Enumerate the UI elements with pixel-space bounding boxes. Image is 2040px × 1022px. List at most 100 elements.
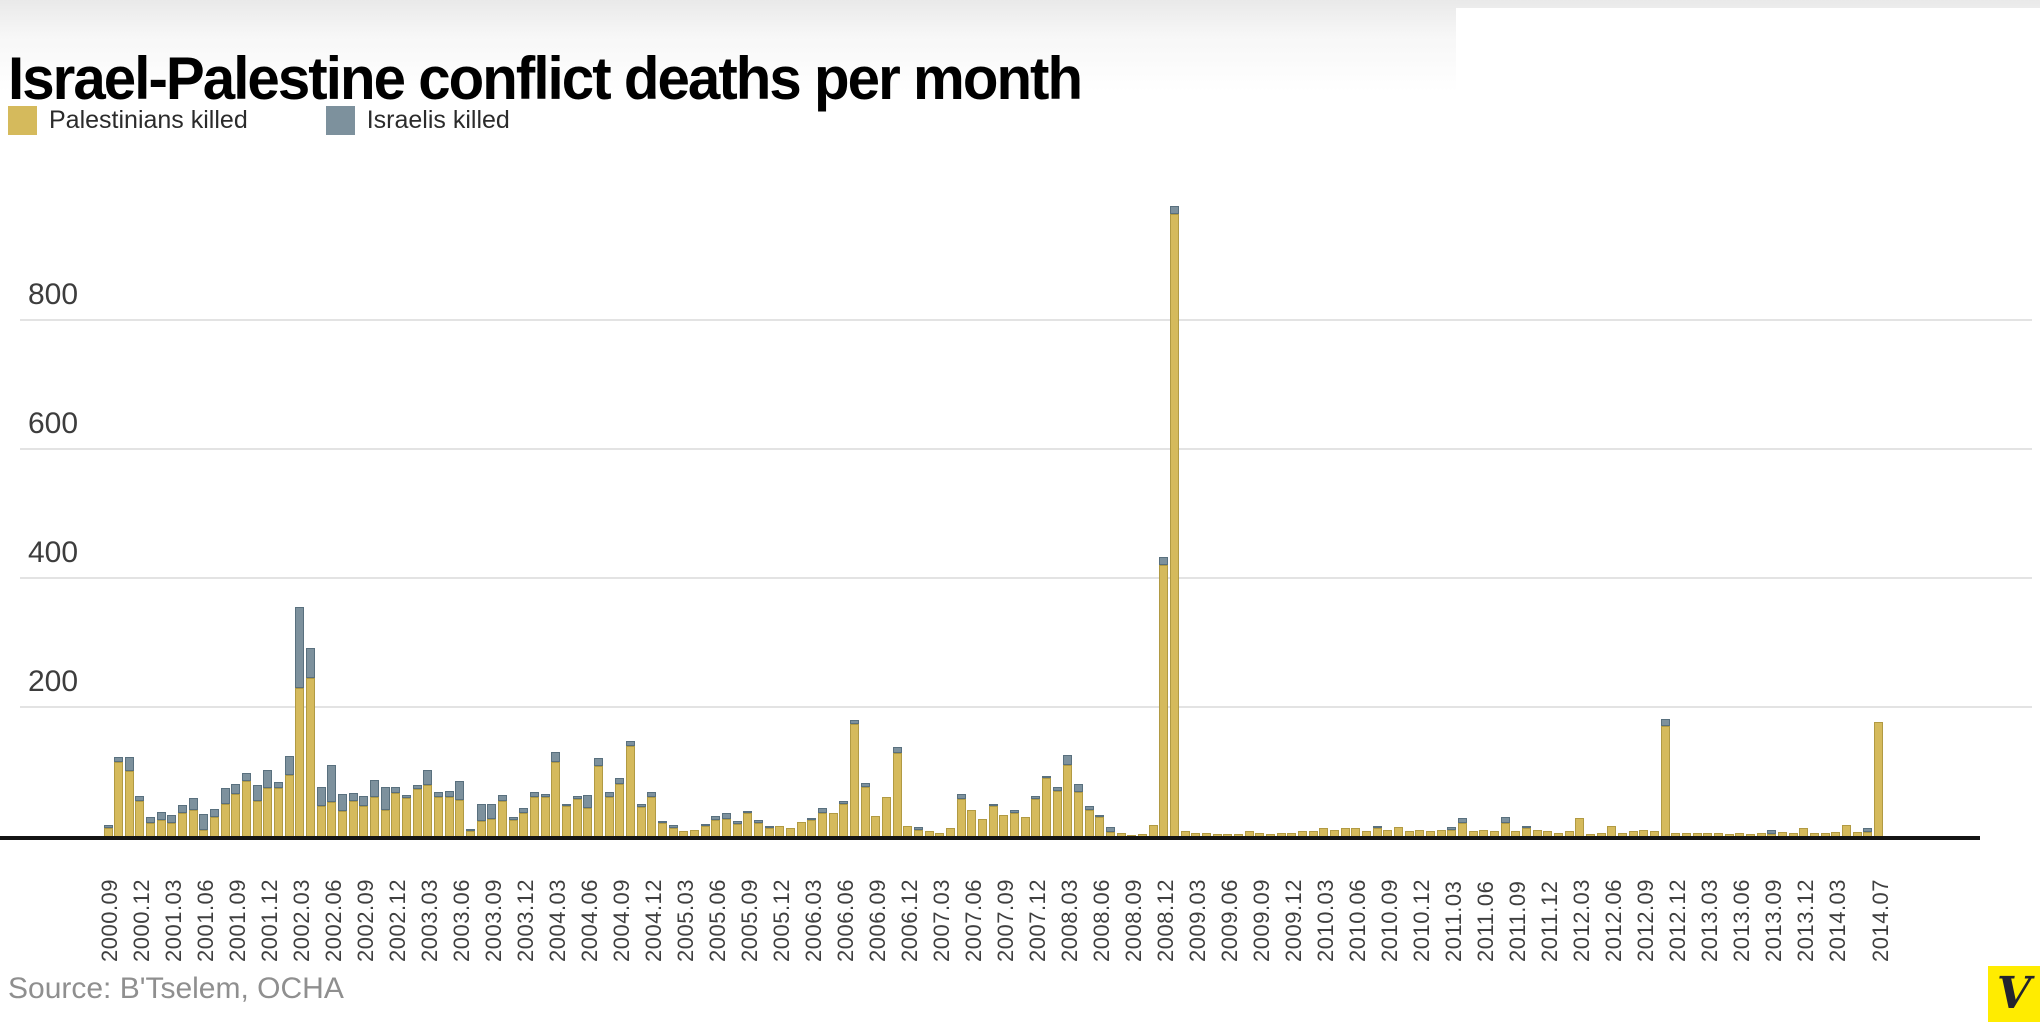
israelis-segment (1767, 830, 1777, 834)
palestinians-segment (1138, 834, 1148, 836)
bar-group-2001.11 (252, 785, 262, 836)
israelis-segment (1447, 827, 1457, 830)
palestinians-segment (466, 831, 476, 836)
israelis-segment (242, 773, 252, 781)
israelis-segment (434, 792, 444, 797)
x-axis-label-2007.12: 2007.12 (1024, 878, 1050, 962)
bar-group-2001.09 (231, 784, 241, 836)
palestinians-segment (967, 810, 977, 836)
israelis-segment (1052, 787, 1062, 791)
x-axis-label-2014.07: 2014.07 (1867, 878, 1893, 962)
bar-group-2003.02 (412, 785, 422, 836)
palestinians-segment (1639, 830, 1649, 836)
x-axis-line (0, 836, 1980, 840)
palestinians-segment (530, 797, 540, 836)
x-axis-label-2000.09: 2000.09 (97, 878, 122, 962)
palestinians-segment (1127, 835, 1137, 836)
source-attribution: Source: B'Tselem, OCHA (8, 972, 344, 1005)
palestinians-segment (1596, 833, 1606, 836)
palestinians-segment (1308, 831, 1318, 836)
bar-group-2001.10 (242, 773, 252, 836)
bar-group-2002.02 (284, 756, 294, 836)
bar-group-2008.02 (1052, 787, 1062, 836)
bar-group-2006.07 (850, 720, 860, 836)
bar-group-2009.06 (1223, 834, 1233, 836)
palestinians-segment (167, 823, 177, 836)
palestinians-segment (658, 823, 668, 836)
palestinians-segment (1351, 828, 1361, 836)
israelis-segment (764, 826, 774, 828)
israelis-segment (636, 804, 646, 807)
palestinians-segment (818, 813, 828, 836)
x-axis-label-2001.03: 2001.03 (160, 878, 186, 962)
israelis-segment (402, 795, 412, 798)
israelis-segment (444, 791, 454, 797)
palestinians-segment (1276, 833, 1286, 836)
palestinians-segment (1650, 831, 1660, 836)
palestinians-segment (1031, 799, 1041, 836)
palestinians-segment (743, 813, 753, 836)
bar-group-2009.05 (1212, 834, 1222, 836)
bar-group-2001.08 (220, 788, 230, 836)
bar-group-2003.10 (498, 795, 508, 836)
palestinians-segment (423, 785, 433, 836)
gridline-200 (20, 706, 2032, 708)
bar-group-2001.06 (199, 814, 209, 836)
bar-group-2002.11 (380, 787, 390, 836)
palestinians-segment (1372, 828, 1382, 836)
palestinians-segment (956, 799, 966, 836)
palestinians-segment (1618, 833, 1628, 836)
palestinians-segment (914, 830, 924, 836)
bar-group-2010.02 (1308, 831, 1318, 836)
israelis-segment (252, 785, 262, 801)
bar-group-2013.11 (1788, 833, 1798, 836)
bar-group-2014.01 (1810, 833, 1820, 836)
palestinians-segment (668, 828, 678, 836)
bar-group-2004.02 (540, 794, 550, 836)
israelis-segment (540, 794, 550, 797)
bar-group-2005.09 (743, 811, 753, 836)
bar-group-2007.11 (1020, 817, 1030, 836)
bar-group-2005.05 (700, 824, 710, 836)
bar-group-2013.10 (1778, 832, 1788, 836)
bar-group-2013.05 (1724, 834, 1734, 836)
palestinians-segment (1660, 726, 1670, 836)
palestinians-segment (882, 797, 892, 836)
palestinians-segment (434, 797, 444, 836)
x-axis-label-2005.12: 2005.12 (768, 878, 794, 962)
israelis-segment (839, 801, 849, 804)
x-axis-label-2006.12: 2006.12 (896, 878, 922, 962)
bar-group-2005.02 (668, 825, 678, 836)
palestinians-segment (380, 810, 390, 836)
x-axis-label-2008.12: 2008.12 (1152, 878, 1178, 962)
gridline-800 (20, 319, 2032, 321)
palestinians-segment (722, 819, 732, 836)
x-axis-label-2013.09: 2013.09 (1760, 878, 1786, 962)
palestinians-segment (519, 813, 529, 836)
palestinians-color-swatch (8, 106, 37, 135)
israelis-segment (1074, 784, 1084, 792)
x-axis-label-2007.06: 2007.06 (960, 878, 986, 962)
israelis-segment (1159, 557, 1169, 565)
bar-group-2003.11 (508, 817, 518, 836)
palestinians-segment (807, 820, 817, 836)
israelis-segment (860, 783, 870, 787)
bar-group-2006.10 (882, 797, 892, 836)
bar-group-2010.01 (1298, 831, 1308, 836)
palestinians-segment (135, 801, 145, 836)
palestinians-segment (370, 797, 380, 836)
palestinians-segment (295, 688, 305, 836)
x-axis-label-2011.06: 2011.06 (1472, 880, 1498, 962)
vox-logo[interactable]: V (1988, 966, 2040, 1022)
x-axis-label-2006.09: 2006.09 (864, 878, 890, 962)
bar-group-2006.05 (828, 813, 838, 836)
israelis-segment (210, 809, 220, 817)
bar-group-2013.12 (1799, 828, 1809, 836)
bar-group-2014.07 (1874, 722, 1884, 836)
x-axis-label-2014.03: 2014.03 (1824, 878, 1850, 962)
bar-group-2005.10 (754, 820, 764, 836)
bar-group-2003.09 (487, 804, 497, 836)
bar-group-2000.10 (114, 757, 124, 836)
palestinians-segment (839, 804, 849, 836)
bar-group-2010.11 (1404, 831, 1414, 836)
